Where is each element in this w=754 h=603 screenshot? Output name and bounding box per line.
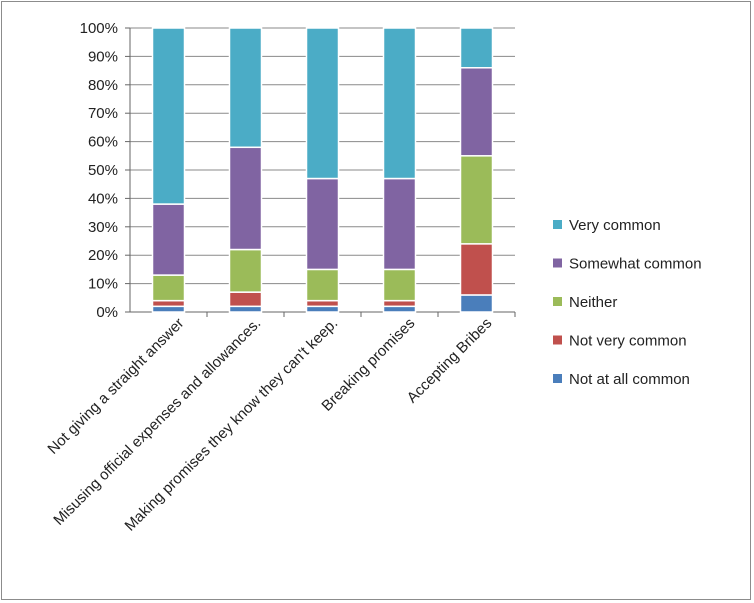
bar-segment (305, 268, 340, 302)
y-tick-label: 90% (88, 48, 118, 65)
bar-segment (459, 67, 494, 157)
y-tick-label: 0% (96, 304, 118, 321)
legend-swatch (553, 374, 562, 383)
legend-label: Not at all common (569, 371, 690, 388)
category-label: Not giving a straight answer (44, 315, 187, 458)
bar-segment (382, 268, 417, 302)
y-tick-label: 20% (88, 247, 118, 264)
bar-segment (382, 299, 417, 308)
y-tick-label: 70% (88, 105, 118, 122)
y-tick-label: 80% (88, 77, 118, 94)
legend-swatch (553, 335, 562, 345)
bar-segment (459, 27, 494, 69)
legend-swatch (553, 220, 562, 229)
bar-segment (228, 146, 263, 251)
bar-segment (228, 305, 263, 313)
legend-label: Neither (569, 294, 617, 311)
bar-segment (459, 243, 494, 296)
y-tick-label: 60% (88, 134, 118, 151)
bar-segment (151, 27, 186, 205)
bar-segment (228, 291, 263, 308)
category-label: Accepting Bribes (404, 315, 496, 407)
bar-segment (305, 27, 340, 180)
bar-segment (382, 27, 417, 180)
bar-segment (382, 177, 417, 271)
legend-label: Not very common (569, 333, 687, 350)
bar-segment (459, 294, 494, 313)
y-tick-label: 30% (88, 219, 118, 236)
bar-segment (228, 248, 263, 293)
bar-segment (305, 299, 340, 308)
legend-label: Somewhat common (569, 256, 702, 273)
y-tick-label: 40% (88, 190, 118, 207)
bar-segment (151, 203, 186, 276)
bar-segment (305, 305, 340, 313)
legend-swatch (553, 258, 562, 268)
bar-segment (151, 274, 186, 302)
bar-segment (459, 155, 494, 245)
bar-segment (228, 27, 263, 149)
legend-label: Very common (569, 217, 661, 234)
y-tick-label: 100% (80, 20, 118, 37)
bar-segment (151, 299, 186, 308)
bar-segment (382, 305, 417, 313)
legend-swatch (553, 297, 562, 306)
y-tick-label: 10% (88, 276, 118, 293)
y-tick-label: 50% (88, 162, 118, 179)
bar-segment (305, 177, 340, 271)
bar-segment (151, 305, 186, 313)
